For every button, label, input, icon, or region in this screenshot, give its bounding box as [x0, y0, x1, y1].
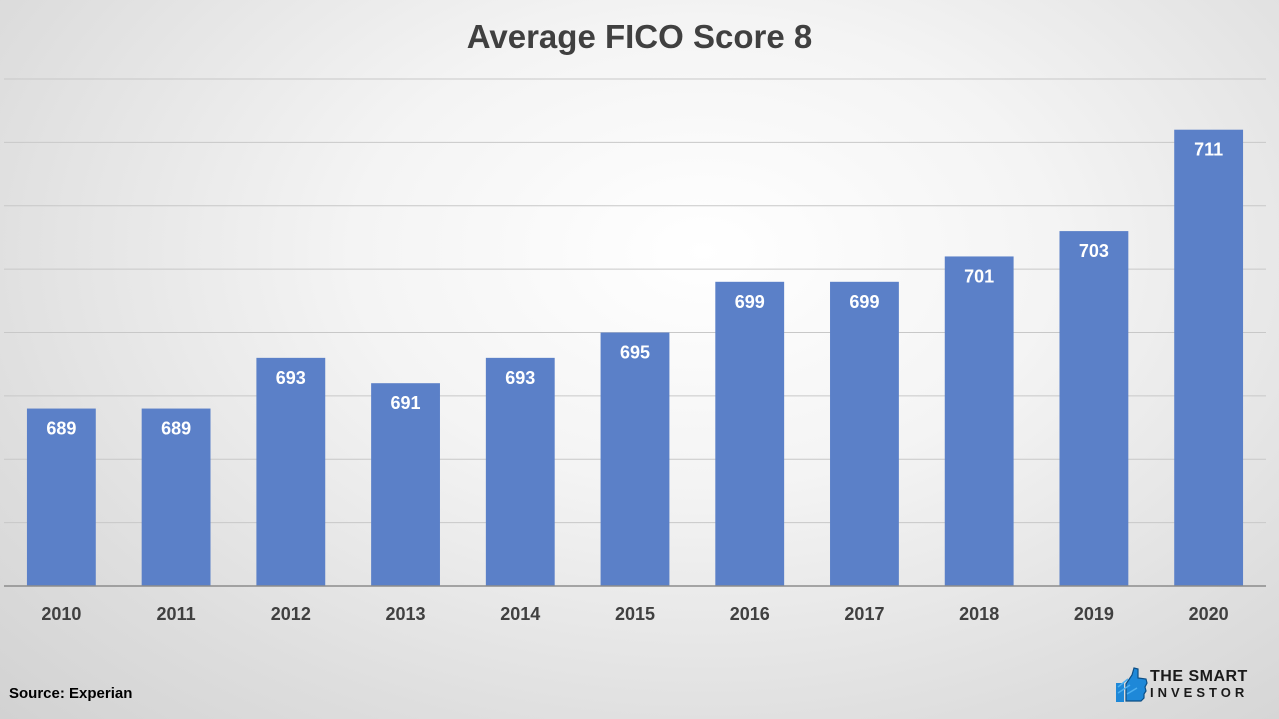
bar-2012: [256, 357, 326, 586]
bar-2017: [830, 281, 899, 586]
data-label-2014: 693: [505, 368, 535, 388]
thumbs-up-icon: [1116, 667, 1148, 702]
bar-2011: [141, 408, 211, 586]
x-axis-ticks: 2010 2011 2012 2013 2014 2015 2016 2017 2018 2019…: [41, 604, 1228, 624]
brand-name-line1: THE SMART: [1150, 668, 1248, 685]
bar-2020: [1174, 129, 1244, 586]
data-label-2012: 693: [276, 368, 306, 388]
x-tick-label-2019: 2019: [1074, 604, 1114, 624]
data-label-2011: 689: [161, 419, 191, 439]
bar-2010: [26, 408, 96, 586]
x-tick-label-2015: 2015: [615, 604, 655, 624]
data-label-2020: 711: [1194, 140, 1223, 160]
chart-title: Average FICO Score 8: [466, 18, 813, 55]
x-tick-label-2020: 2020: [1189, 604, 1229, 624]
bar-2015: [600, 332, 670, 586]
x-tick-label-2016: 2016: [730, 604, 770, 624]
data-label-2016: 699: [735, 292, 765, 312]
bar-2016: [715, 281, 785, 586]
x-tick-label-2011: 2011: [157, 604, 196, 624]
bars: [26, 129, 1244, 586]
data-label-2019: 703: [1079, 241, 1109, 261]
brand-logo: THE SMART INVESTOR: [1113, 666, 1263, 706]
x-tick-label-2013: 2013: [386, 604, 426, 624]
brand-name-line2: INVESTOR: [1150, 685, 1249, 700]
bar-2019: [1059, 231, 1129, 586]
x-tick-label-2018: 2018: [959, 604, 999, 624]
x-tick-label-2014: 2014: [500, 604, 540, 624]
data-label-2018: 701: [964, 266, 994, 286]
x-tick-label-2012: 2012: [271, 604, 311, 624]
data-label-2015: 695: [620, 343, 650, 363]
data-label-2010: 689: [46, 419, 76, 439]
data-label-2017: 699: [849, 292, 879, 312]
x-tick-label-2010: 2010: [41, 604, 81, 624]
bar-2018: [944, 256, 1014, 586]
bar-2014: [485, 357, 555, 586]
x-tick-label-2017: 2017: [844, 604, 884, 624]
source-note: Source: Experian: [9, 685, 133, 702]
data-labels: 689 689 693 691 693 695 699 699 701 703 711: [46, 140, 1223, 439]
data-label-2013: 691: [391, 393, 421, 413]
bar-2013: [371, 383, 440, 586]
